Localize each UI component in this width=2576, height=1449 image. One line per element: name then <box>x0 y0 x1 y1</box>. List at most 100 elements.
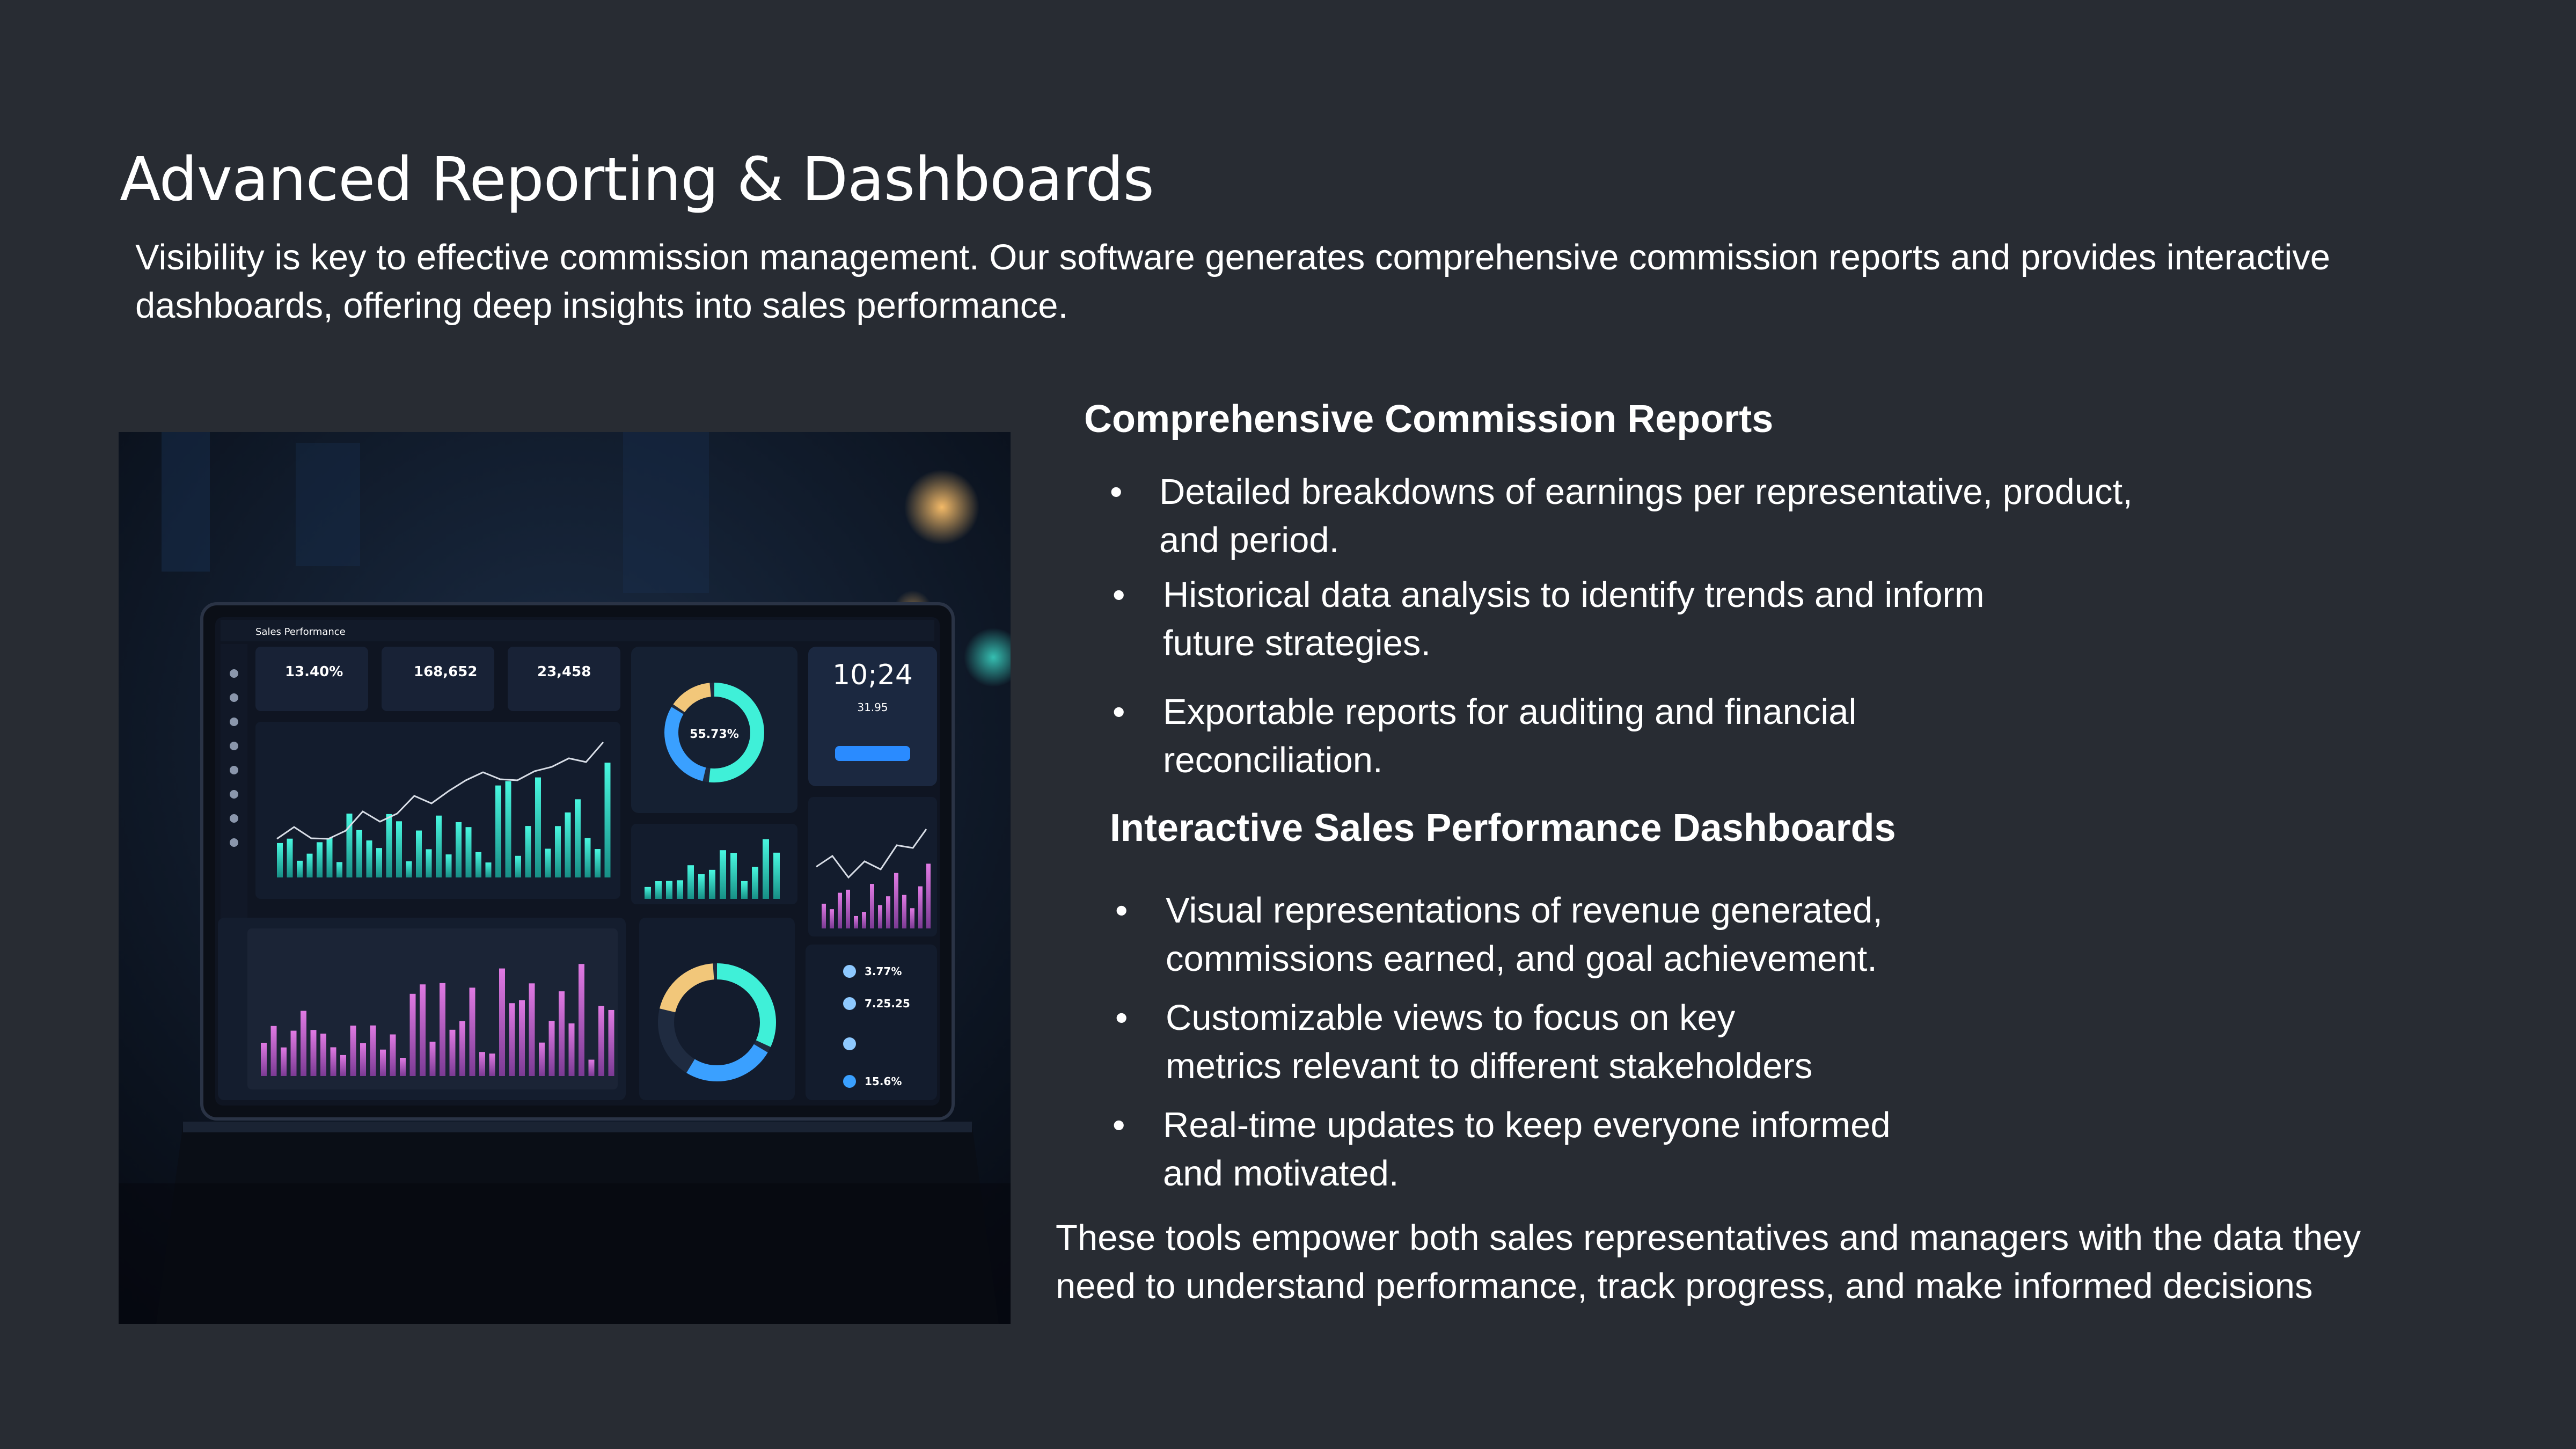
photo-kpi-1: 13.40% <box>285 664 343 680</box>
photo-clock: 10;24 <box>832 659 913 691</box>
photo-decor-bar <box>525 826 531 877</box>
photo-decor-bar <box>301 1011 306 1076</box>
photo-decor-bar <box>555 826 561 877</box>
photo-decor-bar <box>854 916 858 928</box>
photo-decor-bar <box>604 763 611 877</box>
photo-decor-bar <box>741 881 748 899</box>
photo-list-2: 7.25.25 <box>865 997 910 1010</box>
photo-decor-bar <box>465 827 472 877</box>
photo-decor-bar <box>380 1049 386 1076</box>
photo-decor-bar <box>499 968 505 1076</box>
photo-decor-bar <box>539 1042 545 1076</box>
photo-decor-bar <box>270 1026 277 1076</box>
bullet-dot: • <box>1113 1105 1125 1145</box>
photo-decor-bar <box>485 862 492 877</box>
photo-decor-bar <box>763 839 769 899</box>
photo-decor-bar <box>545 848 551 877</box>
photo-decor-bar <box>277 843 283 877</box>
photo-decor-bar <box>475 852 481 877</box>
photo-decor-bar <box>376 848 382 877</box>
photo-decor-bar <box>568 1023 575 1076</box>
photo-decor-bar <box>336 862 342 877</box>
photo-decor-bar <box>588 1059 595 1076</box>
photo-decor-bar <box>720 850 726 899</box>
photo-kpi-3: 23,458 <box>537 664 591 680</box>
photo-decor-bar <box>535 777 541 877</box>
section2-bullet-2: • Customizable views to focus on key met… <box>1115 994 1812 1091</box>
photo-decor-bar <box>320 1033 326 1076</box>
photo-app-title: Sales Performance <box>255 626 346 638</box>
photo-kpi-2: 168,652 <box>414 664 477 680</box>
photo-decor-bar <box>340 1055 346 1076</box>
photo-decor-bar <box>709 869 715 899</box>
photo-list-1: 3.77% <box>865 965 902 978</box>
photo-decor-bar <box>584 838 591 877</box>
photo-decor-bar <box>370 1025 376 1076</box>
photo-clock-sub: 31.95 <box>857 701 888 714</box>
photo-decor-bar <box>310 1030 317 1076</box>
photo-decor-bar <box>406 861 412 877</box>
photo-decor-bar <box>366 840 372 877</box>
photo-decor-bar <box>456 822 462 877</box>
photo-decor-bar <box>886 896 890 928</box>
photo-decor-bar <box>752 867 758 899</box>
photo-decor-bar <box>459 1021 465 1076</box>
photo-decor-bar <box>666 881 672 899</box>
photo-decor-bar <box>902 895 906 928</box>
bullet-dot: • <box>1113 575 1125 615</box>
photo-decor-bar <box>698 874 705 899</box>
photo-decor-bar <box>608 1009 614 1076</box>
photo-decor-bar <box>469 987 475 1076</box>
photo-decor-bar <box>416 830 422 877</box>
section1-bullet-3: • Exportable reports for auditing and fi… <box>1113 688 1856 785</box>
photo-decor-bar <box>495 785 501 877</box>
photo-decor-bar <box>326 838 333 877</box>
photo-decor-bar <box>910 908 914 928</box>
slide-title: Advanced Reporting & Dashboards <box>120 145 1154 215</box>
photo-decor-bar <box>505 781 511 877</box>
photo-decor-bar <box>350 1026 356 1076</box>
photo-decor-bar <box>548 1021 555 1076</box>
photo-decor-bar <box>519 1000 525 1076</box>
photo-decor-bar <box>846 889 850 928</box>
photo-decor-bar <box>290 1030 297 1076</box>
photo-decor-bar <box>565 812 571 877</box>
slide-intro: Visibility is key to effective commissio… <box>135 237 2331 326</box>
photo-decor-bar <box>645 887 651 899</box>
photo-decor-bar <box>330 1047 336 1076</box>
photo-list-3: 15.6% <box>865 1075 902 1088</box>
photo-decor-bar <box>687 865 694 899</box>
photo-decor-bar <box>838 892 842 928</box>
photo-decor-bar <box>449 1029 456 1076</box>
photo-decor-bar <box>878 905 882 928</box>
photo-decor-bar <box>730 853 737 899</box>
photo-decor-bar <box>306 853 313 877</box>
photo-decor-bar <box>479 1052 485 1076</box>
section1-heading: Comprehensive Commission Reports <box>1084 398 1774 441</box>
photo-decor-bar <box>894 873 898 928</box>
photo-decor-bar <box>575 799 581 877</box>
photo-decor-bar <box>489 1053 495 1076</box>
photo-decor-bar <box>346 813 353 877</box>
photo-decor-bar <box>429 1042 436 1076</box>
photo-decor-bar <box>390 1034 396 1076</box>
photo-decor-bar <box>261 1043 267 1076</box>
photo-decor-bar <box>655 881 662 899</box>
photo-decor-bar <box>822 903 826 928</box>
photo-decor-bar <box>420 984 426 1076</box>
photo-decor-bar <box>400 1058 406 1076</box>
photo-decor-bar <box>773 852 780 899</box>
section2-heading: Interactive Sales Performance Dashboards <box>1110 807 1896 850</box>
photo-decor-bar <box>386 814 392 877</box>
photo-decor-bar <box>287 838 293 877</box>
bullet-dot: • <box>1115 998 1128 1038</box>
photo-decor-bar <box>426 849 432 877</box>
bullet-dot: • <box>1113 692 1125 732</box>
bullet-dot: • <box>1115 890 1128 931</box>
photo-decor-bar <box>515 855 521 877</box>
photo-decor-bar <box>559 991 565 1076</box>
photo-decor-bar <box>509 1003 515 1076</box>
photo-donut-value: 55.73% <box>690 728 739 741</box>
photo-decor-bar <box>396 821 402 877</box>
dashboard-photo: Sales Performance 13.40% 168,652 23,458 … <box>119 432 1011 1324</box>
